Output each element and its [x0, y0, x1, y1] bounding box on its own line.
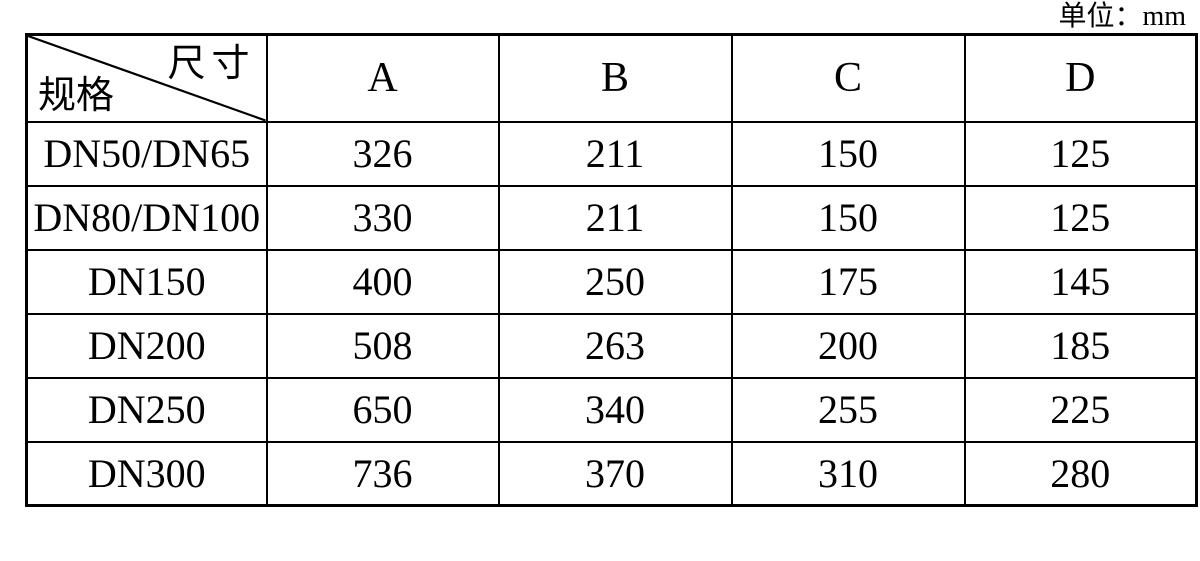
- value-cell-d: 145: [963, 248, 1198, 315]
- table-row: DN250 650 340 255 225: [25, 376, 1198, 443]
- spec-cell: DN300: [25, 440, 268, 507]
- column-header-a: A: [265, 33, 500, 123]
- table-row: DN150 400 250 175 145: [25, 248, 1198, 315]
- value-cell-a: 330: [265, 184, 500, 251]
- spec-cell: DN200: [25, 312, 268, 379]
- column-header-c: C: [730, 33, 966, 123]
- value-cell-d: 225: [963, 376, 1198, 443]
- value-cell-d: 185: [963, 312, 1198, 379]
- spec-cell: DN250: [25, 376, 268, 443]
- spec-cell: DN150: [25, 248, 268, 315]
- value-cell-c: 310: [730, 440, 966, 507]
- corner-spec-label: 规格: [38, 74, 115, 117]
- table-row: DN50/DN65 326 211 150 125: [25, 120, 1198, 187]
- column-header-d: D: [963, 33, 1198, 123]
- corner-size-label: 尺寸: [167, 43, 256, 85]
- value-cell-b: 211: [497, 120, 733, 187]
- value-cell-a: 508: [265, 312, 500, 379]
- value-cell-b: 250: [497, 248, 733, 315]
- value-cell-a: 736: [265, 440, 500, 507]
- unit-label: 单位：mm: [1058, 1, 1186, 32]
- table-row: DN200 508 263 200 185: [25, 312, 1198, 379]
- value-cell-c: 150: [730, 120, 966, 187]
- diagonal-line: [28, 36, 266, 121]
- spec-cell: DN80/DN100: [25, 184, 268, 251]
- value-cell-d: 125: [963, 120, 1198, 187]
- value-cell-b: 211: [497, 184, 733, 251]
- value-cell-c: 255: [730, 376, 966, 443]
- table-row: DN80/DN100 330 211 150 125: [25, 184, 1198, 251]
- spec-cell: DN50/DN65: [25, 120, 268, 187]
- value-cell-b: 340: [497, 376, 733, 443]
- value-cell-c: 175: [730, 248, 966, 315]
- value-cell-b: 263: [497, 312, 733, 379]
- value-cell-a: 650: [265, 376, 500, 443]
- value-cell-c: 150: [730, 184, 966, 251]
- value-cell-d: 280: [963, 440, 1198, 507]
- header-row: 尺寸 规格 A B C D: [25, 33, 1198, 123]
- column-header-b: B: [497, 33, 733, 123]
- value-cell-d: 125: [963, 184, 1198, 251]
- value-cell-b: 370: [497, 440, 733, 507]
- corner-header-cell: 尺寸 规格: [25, 33, 268, 123]
- value-cell-c: 200: [730, 312, 966, 379]
- value-cell-a: 326: [265, 120, 500, 187]
- value-cell-a: 400: [265, 248, 500, 315]
- dimensions-table: 尺寸 规格 A B C D DN50/DN65 326 211 150 125 …: [25, 33, 1198, 507]
- table-row: DN300 736 370 310 280: [25, 440, 1198, 507]
